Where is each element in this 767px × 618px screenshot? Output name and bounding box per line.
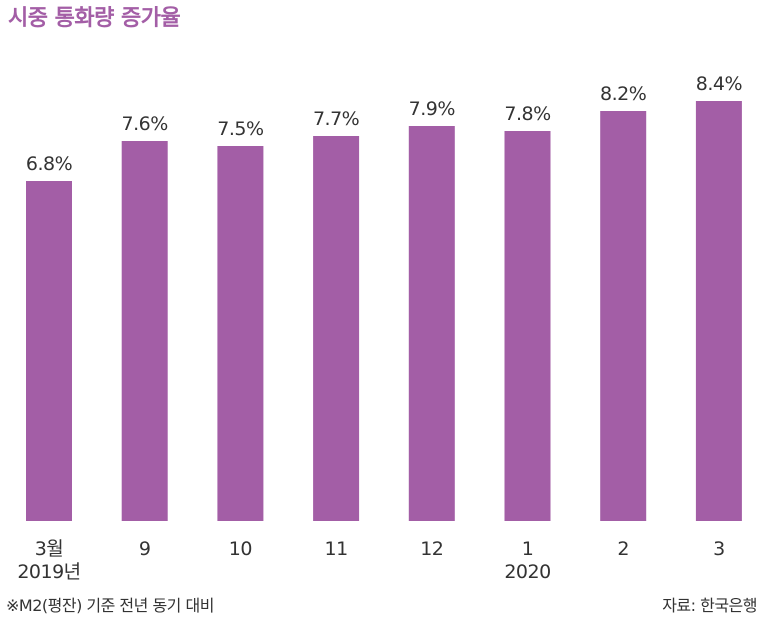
bar-0	[26, 181, 72, 521]
bar-1	[121, 141, 168, 521]
value-label-1: 7.6%	[122, 113, 168, 135]
tick-label-6: 2	[617, 538, 629, 560]
bar-5	[504, 131, 551, 521]
bar-6	[600, 111, 647, 521]
tick-label-1: 9	[139, 538, 151, 560]
source-note: 자료: 한국은행	[662, 596, 757, 615]
tick-label-0: 3월	[35, 538, 64, 560]
tick-label-3: 11	[325, 538, 348, 560]
value-label-0: 6.8%	[26, 153, 72, 175]
bar-chart: 6.8%3월2019년7.6%97.5%107.7%117.9%127.8%12…	[17, 73, 742, 583]
bar-2	[217, 146, 264, 521]
value-label-7: 8.4%	[696, 73, 742, 95]
value-label-6: 8.2%	[600, 83, 646, 105]
bar-4	[408, 126, 455, 521]
value-label-5: 7.8%	[504, 103, 550, 125]
value-label-2: 7.5%	[217, 118, 263, 140]
chart-title: 시중 통화량 증가율	[8, 6, 181, 31]
tick-label-5-line2: 2020	[504, 561, 550, 583]
tick-label-5: 1	[522, 538, 534, 560]
tick-label-0-line2: 2019년	[17, 561, 80, 583]
value-label-3: 7.7%	[313, 108, 359, 130]
footnote: ※M2(평잔) 기준 전년 동기 대비	[6, 596, 214, 615]
tick-label-2: 10	[229, 538, 252, 560]
bar-7	[695, 101, 742, 521]
bar-3	[313, 136, 360, 521]
value-label-4: 7.9%	[409, 98, 455, 120]
tick-label-4: 12	[420, 538, 443, 560]
tick-label-7: 3	[713, 538, 725, 560]
